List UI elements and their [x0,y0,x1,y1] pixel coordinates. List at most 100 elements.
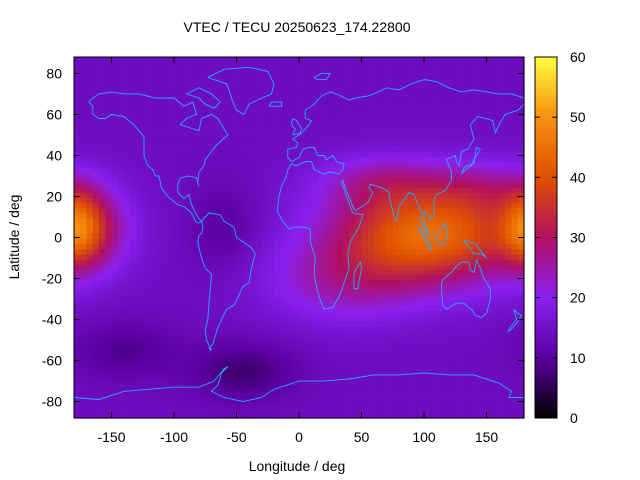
heatmap-cell [386,79,394,86]
heatmap-cell [367,218,375,224]
heatmap-cell [186,197,194,204]
heatmap-cell [86,325,94,332]
heatmap-cell [486,341,494,347]
heatmap-cell [442,57,450,60]
heatmap-cell [205,94,213,101]
heatmap-cell [399,402,406,409]
heatmap-cell [480,161,488,168]
heatmap-cell [386,361,394,368]
heatmap-cell [374,315,381,322]
heatmap-cell [411,141,419,147]
heatmap-cell [211,197,219,204]
heatmap-cell [467,376,475,383]
heatmap-cell [449,253,456,260]
heatmap-cell [455,253,463,260]
heatmap-cell [442,59,450,65]
heatmap-cell [230,346,238,352]
heatmap-cell [349,197,356,204]
heatmap-cell [336,59,344,65]
heatmap-cell [380,320,388,327]
heatmap-cell [355,100,363,106]
heatmap-cell [217,151,225,158]
heatmap-cell [99,69,106,76]
heatmap-cell [374,94,381,101]
heatmap-cell [480,351,488,358]
heatmap-cell [130,315,138,322]
heatmap-cell [336,74,344,81]
heatmap-cell [430,146,438,152]
heatmap-cell [155,315,163,322]
heatmap-cell [224,89,231,96]
heatmap-cell [299,397,306,404]
heatmap-cell [230,269,238,276]
heatmap-cell [324,176,331,183]
heatmap-cell [261,202,269,209]
heatmap-cell [224,366,231,373]
heatmap-cell [511,289,519,296]
heatmap-cell [367,274,375,281]
heatmap-cell [330,120,338,127]
heatmap-cell [124,223,131,229]
heatmap-cell [342,382,350,388]
heatmap-cell [205,315,213,322]
heatmap-cell [449,187,456,193]
heatmap-cell [392,346,400,352]
heatmap-cell [142,274,150,281]
heatmap-cell [124,212,131,219]
heatmap-cell [261,156,269,163]
heatmap-cell [349,243,356,250]
heatmap-cell [474,248,481,255]
heatmap-cell [205,125,213,132]
heatmap-cell [361,146,369,152]
heatmap-cell [111,351,119,358]
heatmap-cell [99,284,106,291]
heatmap-cell [174,218,181,224]
heatmap-cell [342,202,350,209]
heatmap-cell [480,94,488,101]
heatmap-cell [274,115,281,122]
heatmap-cell [149,361,156,368]
heatmap-cell [449,100,456,106]
heatmap-cell [117,105,125,111]
heatmap-cell [180,371,188,378]
heatmap-cell [361,402,369,409]
heatmap-cell [455,166,463,173]
heatmap-cell [180,412,188,419]
heatmap-cell [505,125,513,132]
heatmap-cell [292,300,300,306]
heatmap-cell [292,305,300,311]
heatmap-cell [361,182,369,188]
heatmap-cell [317,64,325,70]
heatmap-cell [130,197,138,204]
heatmap-cell [80,233,88,240]
heatmap-cell [217,100,225,106]
heatmap-cell [324,89,331,96]
heatmap-cell [242,212,250,219]
heatmap-cell [399,182,406,188]
heatmap-cell [199,248,206,255]
heatmap-cell [499,248,506,255]
heatmap-cell [505,335,513,342]
heatmap-cell [80,151,88,158]
heatmap-cell [111,264,119,270]
heatmap-cell [342,135,350,142]
heatmap-cell [417,233,425,240]
heatmap-cell [411,392,419,399]
heatmap-cell [242,351,250,358]
heatmap-cell [180,228,188,234]
heatmap-cell [480,79,488,86]
heatmap-cell [442,248,450,255]
heatmap-cell [380,300,388,306]
heatmap-cell [449,356,456,363]
heatmap-cell [211,202,219,209]
heatmap-cell [455,69,463,76]
heatmap-cell [305,356,313,363]
heatmap-cell [505,325,513,332]
heatmap-cell [499,89,506,96]
heatmap-cell [361,382,369,388]
heatmap-cell [136,382,144,388]
heatmap-cell [167,120,175,127]
heatmap-cell [342,176,350,183]
heatmap-cell [286,218,294,224]
heatmap-cell [342,105,350,111]
